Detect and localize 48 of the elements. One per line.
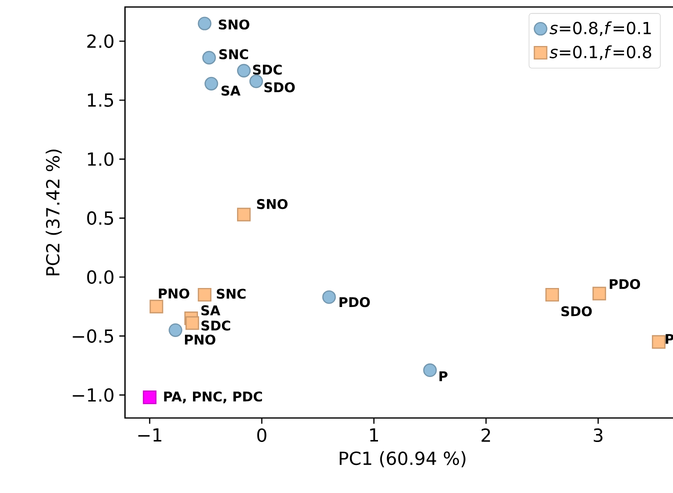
point: [168, 323, 182, 337]
annotation: SNO: [257, 198, 288, 210]
point: [150, 300, 164, 314]
point: [142, 390, 156, 404]
annotation: SNC: [216, 288, 246, 299]
annotation: SDC: [253, 64, 282, 75]
annotation: PDO: [340, 297, 370, 308]
x-axis-title: PC1 (60.94 %): [340, 451, 466, 468]
annotation: PNO: [184, 334, 216, 345]
x-tick-label: −1: [138, 428, 162, 442]
annotation: PDO: [610, 279, 640, 290]
annotation: SNC: [219, 49, 248, 60]
point: [198, 16, 212, 30]
annotation: P: [439, 371, 448, 382]
x-tick-label: 2: [482, 428, 490, 442]
point: [322, 290, 336, 304]
annotation: SNO: [218, 19, 250, 30]
point: [423, 363, 437, 378]
y-tick-label: −1.0: [72, 388, 114, 402]
x-tick-label: 1: [370, 428, 378, 442]
annotation: SDC: [202, 320, 230, 331]
legend-label: s=0.8,f=0.1: [550, 21, 651, 36]
x-tick-label: 3: [594, 428, 602, 442]
y-tick-label: 2.0: [87, 34, 114, 48]
point: [198, 288, 212, 302]
annotation: PNO: [158, 288, 190, 299]
y-tick-label: 0.5: [87, 211, 114, 225]
point: [592, 286, 606, 300]
point: [237, 64, 251, 78]
y-tick-label: 1.0: [88, 152, 114, 166]
point: [185, 316, 200, 330]
y-tick-label: 0.0: [87, 270, 114, 284]
annotation: SDO: [264, 82, 295, 92]
point: [202, 50, 216, 65]
x-tick-label: 0: [257, 428, 266, 442]
y-tick-label: −0.5: [72, 329, 114, 343]
point: [237, 208, 251, 222]
y-axis-title: PC2 (37.42 %): [46, 150, 62, 276]
point: [652, 335, 666, 349]
point: [204, 76, 218, 90]
annotation: SA: [222, 86, 240, 96]
annotation: SA: [201, 305, 220, 316]
y-tick-label: 1.5: [88, 93, 114, 107]
annotation: SDO: [561, 306, 592, 316]
annotation: PA, PNC, PDC: [164, 391, 262, 404]
point: [545, 288, 559, 302]
legend-label: s=0.1,f=0.8: [550, 45, 652, 60]
point: [249, 74, 263, 88]
